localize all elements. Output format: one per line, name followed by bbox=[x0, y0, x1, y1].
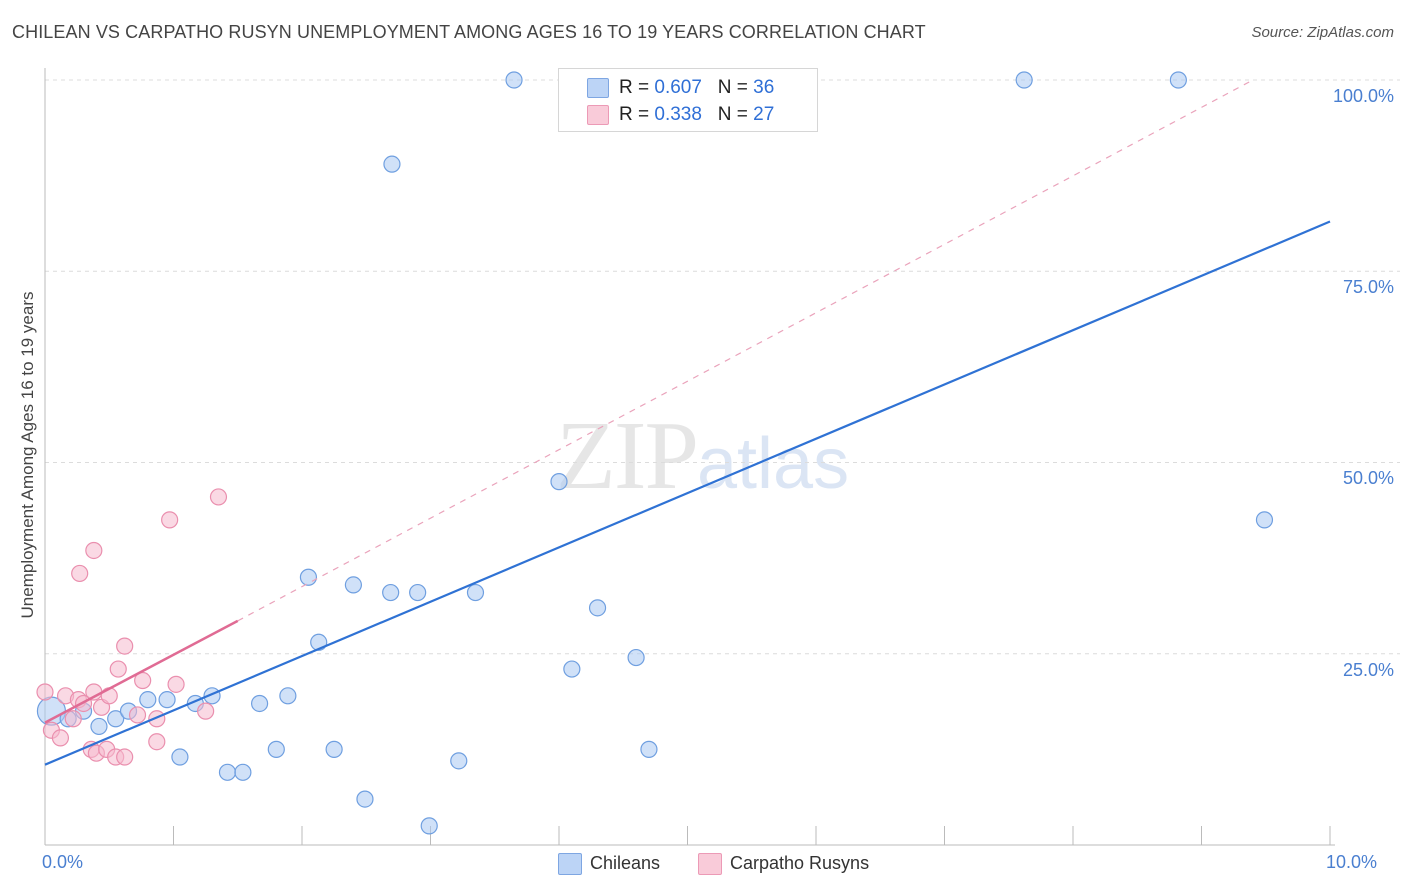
point-carpatho-rusyns-26 bbox=[209, 488, 228, 506]
legend-r-label: R = bbox=[619, 77, 650, 98]
legend-r-value-chileans: 0.607 bbox=[654, 77, 702, 98]
bottom-legend-label-carpatho-rusyns: Carpatho Rusyns bbox=[730, 853, 870, 873]
point-chileans-14 bbox=[267, 740, 285, 758]
trendline-carpatho-rusyns bbox=[44, 619, 239, 724]
point-carpatho-rusyns-20 bbox=[134, 671, 152, 690]
point-chileans-29 bbox=[563, 660, 581, 678]
point-carpatho-rusyns-16 bbox=[109, 660, 127, 678]
point-carpatho-rusyns-10 bbox=[85, 541, 103, 560]
point-chileans-13 bbox=[250, 694, 269, 713]
x-tick-label-10: 10.0% bbox=[1326, 852, 1378, 872]
point-carpatho-rusyns-25 bbox=[197, 702, 215, 720]
point-chileans-25 bbox=[450, 752, 468, 770]
legend-n-value-carpatho-rusyns: 27 bbox=[753, 104, 775, 125]
point-chileans-16 bbox=[299, 568, 318, 586]
point-chileans-30 bbox=[588, 599, 607, 617]
bottom-legend-swatch-carpatho-rusyns bbox=[698, 853, 722, 875]
watermark-atlas: atlas bbox=[697, 424, 850, 504]
point-chileans-19 bbox=[344, 576, 362, 594]
point-chileans-31 bbox=[627, 648, 645, 667]
watermark-zip: ZIP bbox=[556, 402, 699, 510]
point-chileans-35 bbox=[1255, 511, 1274, 529]
trendline-chileans bbox=[44, 220, 1331, 766]
correlation-legend: R = 0.607 N = 36 R = 0.338 N = 27 bbox=[558, 68, 818, 132]
legend-swatch-carpatho-rusyns bbox=[587, 105, 609, 125]
point-chileans-34 bbox=[1169, 71, 1187, 89]
source-label: Source: ZipAtlas.com bbox=[1251, 24, 1394, 41]
chart-title: CHILEAN VS CARPATHO RUSYN UNEMPLOYMENT A… bbox=[12, 22, 926, 42]
point-carpatho-rusyns-18 bbox=[116, 748, 134, 766]
y-tick-label-25: 25.0% bbox=[1342, 660, 1394, 680]
point-carpatho-rusyns-2 bbox=[51, 729, 70, 747]
bottom-legend-carpatho-rusyns: Carpatho Rusyns bbox=[698, 852, 898, 876]
point-chileans-7 bbox=[158, 691, 176, 709]
y-tick-label-100: 100.0% bbox=[1332, 86, 1394, 106]
point-carpatho-rusyns-21 bbox=[148, 733, 166, 751]
y-axis-label: Unemployment Among Ages 16 to 19 years bbox=[18, 291, 37, 619]
point-chileans-21 bbox=[382, 583, 400, 602]
point-chileans-24 bbox=[420, 817, 438, 835]
point-chileans-27 bbox=[505, 71, 523, 89]
y-tick-label-50: 50.0% bbox=[1342, 468, 1394, 488]
point-chileans-11 bbox=[218, 763, 237, 781]
legend-r-value-carpatho-rusyns: 0.338 bbox=[654, 104, 702, 125]
point-carpatho-rusyns-19 bbox=[128, 706, 147, 724]
point-carpatho-rusyns-23 bbox=[161, 511, 179, 529]
point-carpatho-rusyns-6 bbox=[71, 564, 89, 583]
point-carpatho-rusyns-14 bbox=[100, 687, 118, 705]
point-chileans-28 bbox=[550, 473, 568, 491]
point-chileans-15 bbox=[279, 687, 297, 705]
point-chileans-32 bbox=[640, 740, 658, 758]
point-chileans-23 bbox=[409, 583, 427, 602]
point-carpatho-rusyns-4 bbox=[64, 710, 82, 728]
legend-n-label: N = bbox=[717, 77, 748, 98]
point-chileans-8 bbox=[171, 748, 189, 766]
point-carpatho-rusyns-24 bbox=[167, 675, 185, 693]
point-chileans-22 bbox=[383, 155, 401, 173]
point-chileans-4 bbox=[107, 710, 125, 728]
point-chileans-26 bbox=[466, 583, 485, 602]
bottom-legend-chileans: Chileans bbox=[558, 852, 688, 876]
legend-swatch-chileans bbox=[587, 78, 609, 98]
watermark: ZIPatlas bbox=[556, 400, 849, 512]
point-carpatho-rusyns-17 bbox=[116, 637, 134, 655]
point-chileans-6 bbox=[139, 691, 157, 709]
point-chileans-3 bbox=[90, 717, 108, 736]
point-chileans-18 bbox=[325, 740, 343, 758]
bottom-legend-label-chileans: Chileans bbox=[590, 853, 661, 873]
bottom-legend-swatch-chileans bbox=[558, 853, 582, 875]
x-tick-label-0: 0.0% bbox=[42, 852, 84, 872]
legend-n-value-chileans: 36 bbox=[753, 77, 775, 98]
y-tick-label-75: 75.0% bbox=[1342, 277, 1394, 297]
point-chileans-12 bbox=[234, 763, 252, 781]
legend-r-label: R = bbox=[619, 104, 650, 125]
point-chileans-33 bbox=[1015, 71, 1033, 89]
point-chileans-20 bbox=[356, 790, 374, 808]
point-carpatho-rusyns-0 bbox=[36, 683, 54, 701]
legend-n-label: N = bbox=[717, 104, 748, 125]
